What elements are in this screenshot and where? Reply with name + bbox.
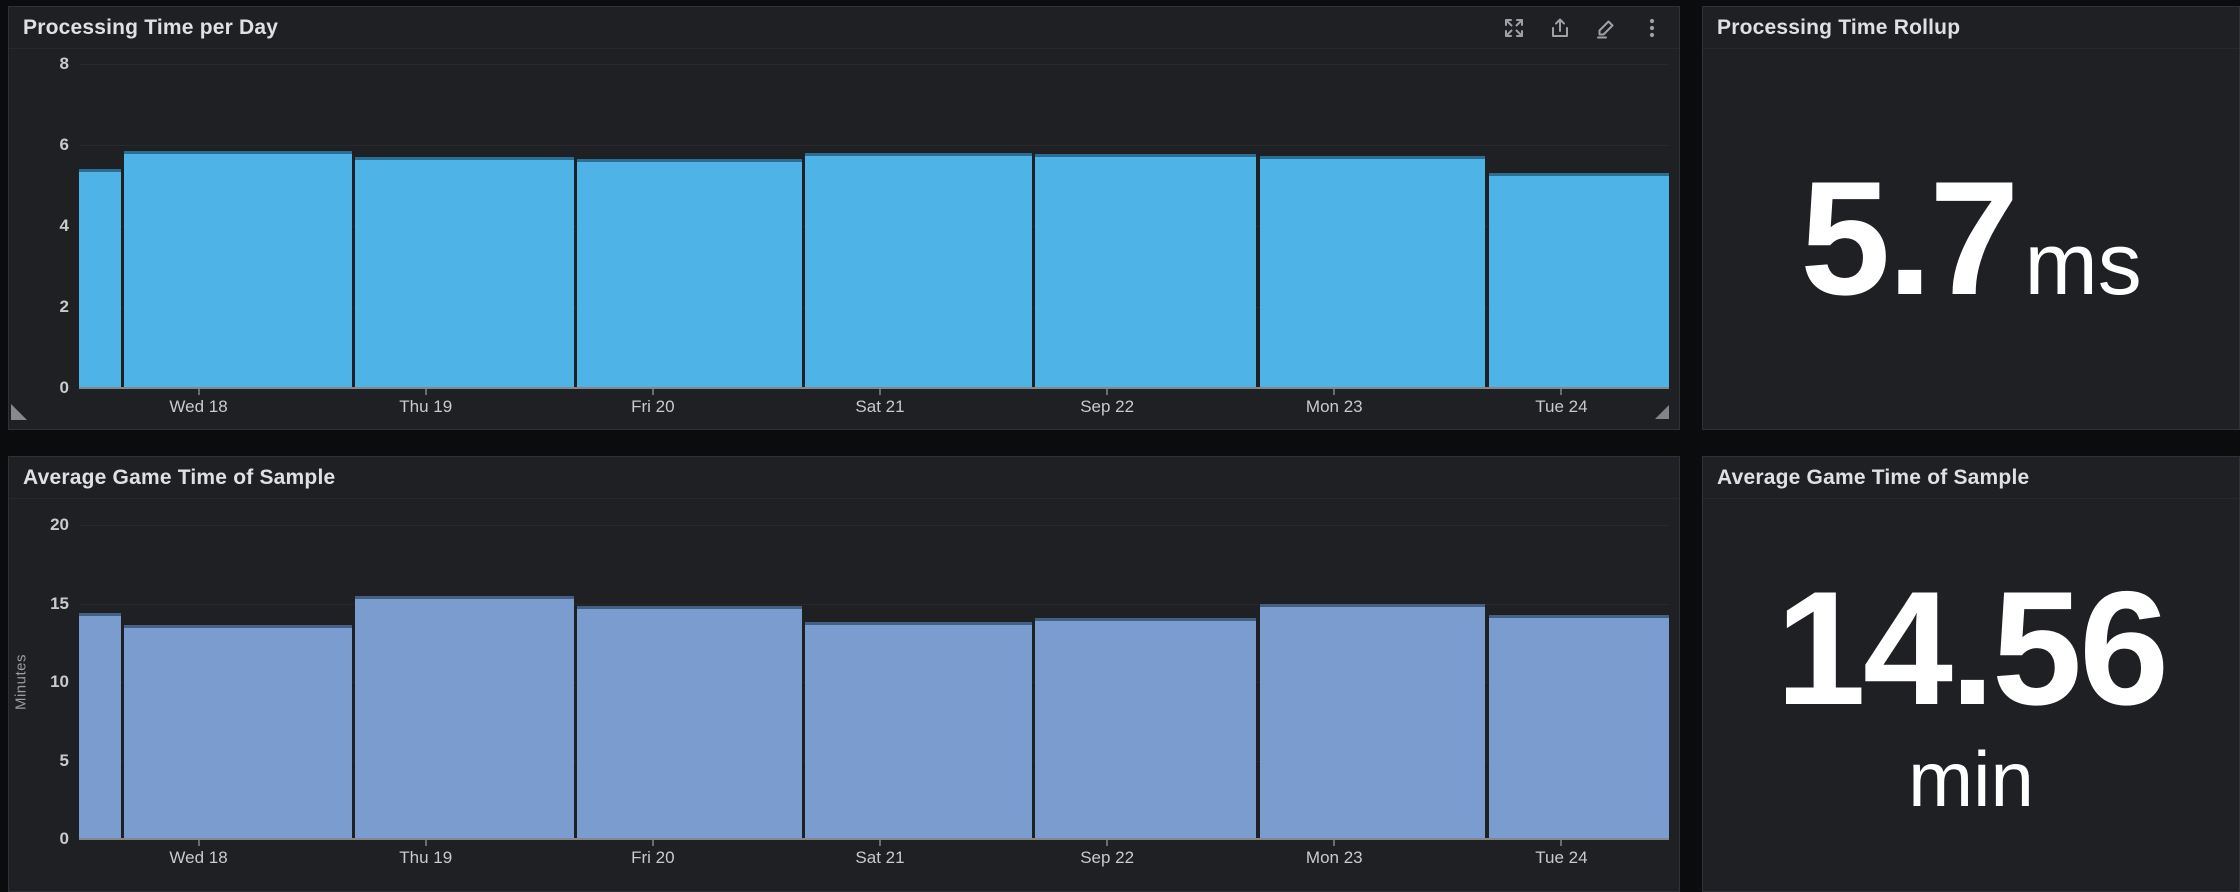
panel-resize-handle[interactable] [1655,405,1669,419]
panel-processing-time-rollup: Processing Time Rollup 5.7 ms [1702,6,2240,430]
bar[interactable] [577,605,802,839]
x-axis-tick-label: Sat 21 [855,848,905,867]
panel-header: Processing Time Rollup [1703,7,2239,49]
panel-title: Average Game Time of Sample [23,465,336,489]
bar[interactable] [1488,614,1669,839]
gridline [79,525,1669,526]
bar[interactable] [1035,617,1257,839]
x-axis-baseline [79,387,1669,389]
panel-title: Average Game Time of Sample [1717,465,2030,489]
x-axis-tick-label: Thu 19 [399,848,453,867]
panel-average-game-time-chart: Average Game Time of Sample 0 5 10 15 20 Wed … [8,456,1680,892]
x-axis-tick-label: Tue 24 [1535,397,1588,416]
y-axis-tick-label: 10 [50,672,69,691]
x-axis-tick-label: Wed 18 [169,848,228,867]
bar[interactable] [79,612,122,839]
panel-average-game-time-stat: Average Game Time of Sample 14.56 min [1702,456,2240,892]
x-axis-tick-mark [1106,839,1109,846]
bar[interactable] [354,595,575,839]
y-axis-tick-label: 0 [59,378,69,397]
x-axis-tick-label: Sat 21 [855,397,905,416]
y-axis-tick-label: 15 [50,593,69,613]
x-axis-tick-label: Thu 19 [399,397,453,416]
stat-value: 5.7 [1800,148,2019,330]
bar[interactable] [79,169,122,388]
x-axis-tick-mark [197,388,200,395]
bar-chart-average-game-time[interactable]: 0 5 10 15 20 Wed 18 Thu 19 Fri 20 Sat 21 Sep 22 Mo… [13,516,1669,867]
stat-body: 5.7 ms [1703,49,2239,429]
stat-unit: min [1908,734,2034,823]
x-axis-tick-label: Wed 18 [169,397,228,416]
x-axis-tick-mark [1560,839,1563,846]
panel-title: Processing Time per Day [23,15,279,39]
x-axis-tick-mark [424,839,427,846]
x-axis-tick-mark [1333,388,1336,395]
x-axis-tick-mark [424,388,427,395]
gridline [79,603,1669,605]
bar[interactable] [1035,154,1257,388]
bar[interactable] [1259,155,1486,388]
edit-icon[interactable] [1593,15,1619,41]
y-axis-tick-label: 4 [59,216,69,235]
bar[interactable] [804,153,1033,388]
y-axis-tick-label: 20 [50,515,69,534]
x-axis-tick-mark [197,839,200,846]
panel-corner-flag[interactable] [11,404,27,420]
y-axis-tick-label: 8 [59,54,69,73]
x-axis-tick-label: Tue 24 [1535,848,1588,867]
bar[interactable] [354,157,575,388]
maximize-icon[interactable] [1501,15,1527,41]
stat-body: 14.56 min [1703,499,2239,891]
kebab-menu-icon[interactable] [1639,15,1665,41]
bar[interactable] [124,151,352,388]
x-axis-tick-label: Sep 22 [1080,397,1135,416]
x-axis-tick-mark [651,839,654,846]
x-axis-tick-mark [879,839,881,846]
x-axis-tick-label: Fri 20 [631,397,675,416]
x-axis-tick-mark [651,388,654,395]
x-axis-tick-label: Mon 23 [1305,848,1363,867]
gridline [79,145,1669,146]
y-axis-tick-label: 2 [59,297,69,316]
panel-header: Average Game Time of Sample [1703,457,2239,499]
y-axis-tick-label: 6 [59,135,69,154]
y-axis-tick-label: 0 [59,829,69,848]
panel-processing-time-per-day: Processing Time per Day [8,6,1680,430]
bar-chart-processing-time[interactable]: 0 2 4 6 8 Wed 18 Thu 19 Fri 20 Sat 21 Sep 22 Mon 2… [60,55,1669,416]
panel-header: Processing Time per Day [9,7,1679,49]
panel-title: Processing Time Rollup [1717,15,1961,39]
share-icon[interactable] [1547,15,1573,41]
bar[interactable] [804,622,1033,839]
x-axis-tick-mark [1333,839,1336,846]
x-axis-tick-label: Fri 20 [631,848,675,867]
bar[interactable] [1259,603,1486,839]
x-axis-baseline [79,838,1669,840]
gridline [79,64,1669,65]
x-axis-tick-mark [1560,388,1563,395]
x-axis-tick-label: Mon 23 [1305,397,1363,416]
stat-unit: ms [2024,214,2142,314]
bar[interactable] [124,625,352,839]
panel-header: Average Game Time of Sample [9,457,1679,499]
x-axis-tick-label: Sep 22 [1080,848,1135,867]
x-axis-tick-mark [879,388,881,395]
stat-value: 14.56 [1775,558,2169,740]
x-axis-tick-mark [1106,388,1109,395]
bar[interactable] [1488,173,1669,388]
y-axis-tick-label: 5 [59,750,69,770]
y-axis-title: Minutes [12,653,30,711]
panel-toolbar [1501,15,1665,41]
bar[interactable] [577,159,802,388]
